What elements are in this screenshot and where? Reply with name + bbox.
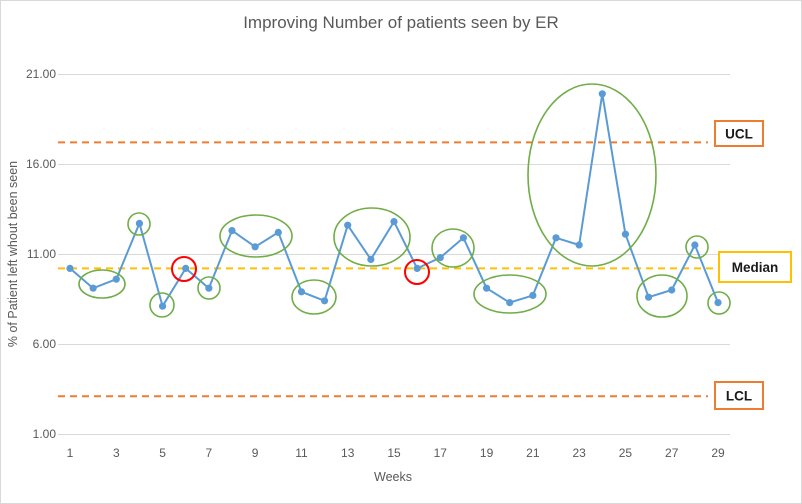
annotation-weeks-13-14-15 xyxy=(333,207,411,267)
data-point-week-9 xyxy=(251,243,259,251)
x-axis-title: Weeks xyxy=(374,470,412,484)
annotations xyxy=(78,83,731,318)
y-tick-labels: 1.00 6.00 11.00 16.00 21.00 xyxy=(26,67,56,441)
data-point-week-16 xyxy=(413,264,421,272)
data-point-week-11 xyxy=(297,288,306,296)
data-point-week-13 xyxy=(344,221,352,229)
data-point-week-6 xyxy=(182,264,190,272)
annotation-weeks-7 xyxy=(197,276,221,300)
data-point-week-1 xyxy=(66,264,74,272)
data-series xyxy=(66,90,722,310)
annotation-weeks-2-3 xyxy=(78,269,126,299)
median-label: Median xyxy=(732,260,779,275)
chart-title: Improving Number of patients seen by ER xyxy=(243,13,559,32)
x-tick-label: 17 xyxy=(434,446,448,460)
y-tick-label: 1.00 xyxy=(33,427,57,441)
y-tick-label: 16.00 xyxy=(26,157,56,171)
data-point-week-25 xyxy=(621,230,630,238)
x-tick-label: 9 xyxy=(252,446,259,460)
annotation-weeks-4 xyxy=(127,212,151,236)
lcl-label: LCL xyxy=(726,389,752,404)
x-tick-label: 11 xyxy=(295,446,308,460)
data-point-week-10 xyxy=(274,228,282,236)
gridlines xyxy=(58,74,730,435)
reference-line-labels: UCL Median LCL xyxy=(714,120,792,410)
data-point-week-14 xyxy=(367,255,375,263)
annotation-weeks-28 xyxy=(685,235,709,259)
data-point-week-12 xyxy=(320,297,329,305)
data-point-week-19 xyxy=(482,284,491,292)
annotation-weeks-17-18 xyxy=(431,228,475,268)
annotation-weeks-6 xyxy=(171,256,197,282)
data-point-week-27 xyxy=(668,286,676,294)
annotation-weeks-22-23-24 xyxy=(527,83,657,267)
y-tick-label: 6.00 xyxy=(33,337,57,351)
data-point-week-15 xyxy=(390,218,398,226)
x-tick-label: 27 xyxy=(665,446,679,460)
y-tick-label: 21.00 xyxy=(26,67,56,81)
annotation-weeks-16 xyxy=(404,259,430,285)
annotation-weeks-29 xyxy=(707,291,731,315)
data-point-week-23 xyxy=(575,241,583,249)
x-tick-label: 25 xyxy=(619,446,633,460)
data-point-week-24 xyxy=(598,90,606,98)
x-tick-label: 7 xyxy=(206,446,213,460)
ucl-label: UCL xyxy=(725,127,753,142)
data-point-week-29 xyxy=(714,299,722,307)
x-tick-label: 19 xyxy=(480,446,494,460)
x-tick-label: 23 xyxy=(572,446,586,460)
data-point-week-17 xyxy=(436,254,444,262)
x-tick-label: 15 xyxy=(387,446,401,460)
annotation-weeks-11-12 xyxy=(291,279,337,315)
data-point-week-22 xyxy=(552,234,560,242)
y-axis-title: % of Patient left whout been seen xyxy=(6,161,20,347)
reference-lines xyxy=(58,141,716,398)
median-label-box xyxy=(718,251,792,283)
data-point-week-2 xyxy=(89,284,97,292)
x-tick-label: 1 xyxy=(67,446,74,460)
data-point-week-7 xyxy=(205,284,213,292)
x-tick-labels: 1 3 5 7 9 11 13 15 17 19 21 23 25 27 29 xyxy=(67,446,725,460)
data-point-week-21 xyxy=(529,291,537,299)
ucl-label-box xyxy=(714,120,764,147)
annotation-weeks-26-27 xyxy=(636,274,688,318)
data-point-week-20 xyxy=(506,299,514,307)
data-point-week-26 xyxy=(644,293,653,301)
data-point-week-28 xyxy=(691,241,699,249)
lcl-label-box xyxy=(714,381,764,410)
x-tick-label: 5 xyxy=(159,446,166,460)
x-tick-label: 13 xyxy=(341,446,355,460)
y-tick-label: 11.00 xyxy=(27,247,56,261)
x-tick-label: 3 xyxy=(113,446,120,460)
data-point-week-4 xyxy=(135,219,144,227)
annotation-weeks-19-20-21 xyxy=(473,274,547,314)
annotation-weeks-5 xyxy=(149,292,175,318)
data-point-week-3 xyxy=(112,275,120,283)
x-tick-label: 21 xyxy=(526,446,540,460)
data-point-week-5 xyxy=(158,302,167,310)
data-point-week-8 xyxy=(228,227,236,235)
data-point-week-18 xyxy=(459,234,468,242)
annotation-weeks-8-9-10 xyxy=(219,214,293,258)
x-tick-label: 29 xyxy=(711,446,725,460)
